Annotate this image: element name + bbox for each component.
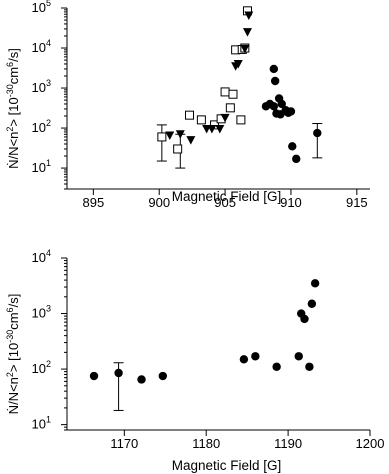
y-tick-label: 103 [32, 304, 51, 321]
data-point-square [228, 89, 238, 99]
data-point-square [173, 144, 183, 154]
x-tick-label: 895 [82, 195, 104, 210]
data-point-square [185, 110, 195, 120]
data-point-square [210, 120, 220, 130]
data-point-circle [286, 107, 296, 116]
data-point-triangle [207, 124, 217, 134]
data-point-triangle [165, 131, 175, 141]
data-point-triangle [242, 28, 252, 37]
data-point-square [157, 132, 167, 142]
y-tick-label: 104 [32, 248, 51, 265]
x-tick-label: 905 [214, 195, 236, 210]
data-point-square [225, 103, 235, 113]
data-point-circle [89, 371, 99, 381]
data-point-circle [288, 142, 297, 151]
data-point-square [236, 115, 246, 125]
y-tick-label: 105 [32, 0, 51, 15]
data-point-circle [307, 299, 317, 308]
chart-panel-2: 1170 1180 1190 1200 101 102 103 104 Magnetic Fie… [5, 248, 384, 473]
data-point-circle [239, 355, 249, 364]
x-axis-label: Magnetic Field [G] [172, 189, 282, 204]
y-tick-label: 104 [32, 38, 51, 55]
x-tick-label: 910 [280, 195, 302, 210]
data-point-circle [269, 64, 279, 74]
data-point-square [220, 87, 230, 97]
data-point-triangle [244, 11, 254, 20]
data-point-triangle [186, 136, 196, 145]
x-tick-label: 900 [148, 195, 170, 210]
x-axis-label: Magnetic Field [G] [172, 458, 282, 473]
y-axis-label: Ṅ/N<n2> [10-30cm6/s] [5, 48, 21, 169]
data-point-circle [305, 362, 314, 371]
data-point-triangle [220, 113, 230, 123]
y-tick-label: 101 [32, 415, 51, 432]
data-point-square [196, 115, 206, 125]
y-tick-label: 103 [32, 78, 51, 95]
data-point-circle [137, 375, 146, 384]
y-tick-label: 102 [32, 118, 51, 135]
data-point-circle [269, 102, 279, 111]
data-point-circle [310, 279, 320, 288]
data-point-triangle [215, 124, 225, 134]
x-tick-label: 1180 [192, 436, 220, 451]
data-point-circle [292, 154, 301, 164]
x-tick-label: 1190 [274, 436, 302, 451]
y-axis-label: Ṅ/N<n2> [10-30cm6/s] [5, 294, 21, 415]
data-point-circle [114, 368, 123, 378]
y-tick-label: 102 [32, 359, 51, 376]
data-point-triangle [175, 130, 185, 139]
data-point-triangle [240, 44, 250, 54]
data-point-circle [313, 128, 322, 138]
x-tick-label: 1200 [356, 436, 385, 451]
data-point-triangle [233, 59, 243, 69]
data-point-circle [294, 352, 303, 361]
chart-panel-1: 895 900 905 910 915 101 102 103 104 105 Magnetic F… [5, 0, 370, 210]
data-point-circle [158, 371, 168, 381]
data-point-circle [277, 99, 286, 109]
data-point-circle [270, 76, 280, 86]
x-tick-label: 1170 [110, 436, 138, 451]
data-point-circle [300, 314, 309, 324]
data-point-circle [251, 352, 260, 361]
data-point-circle [272, 362, 281, 371]
x-tick-label: 915 [346, 195, 368, 210]
y-tick-label: 101 [32, 158, 51, 175]
